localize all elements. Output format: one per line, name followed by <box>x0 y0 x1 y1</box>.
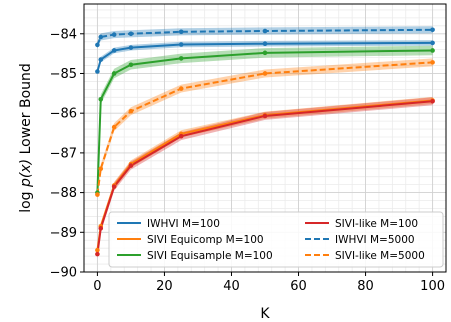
sivi-equisample-m-100-point <box>128 62 134 68</box>
y-tick-label: −89 <box>50 226 77 241</box>
iwhvi-m-5000-point <box>430 27 435 33</box>
sivi-like-m-100-point <box>111 184 117 189</box>
iwhvi-m-100-point <box>262 41 268 47</box>
legend-label-sivi-equisample-m-100: SIVI Equisample M=100 <box>147 250 273 262</box>
sivi-equisample-m-100-point <box>178 56 184 61</box>
x-tick-label: 20 <box>156 279 173 294</box>
legend-label-iwhvi-m-100: IWHVI M=100 <box>147 218 220 230</box>
legend-label-sivi-like-m-5000: SIVI-like M=5000 <box>335 250 425 262</box>
sivi-like-m-5000-point <box>98 166 104 172</box>
sivi-like-m-5000-point <box>178 86 184 91</box>
x-tick-label: 100 <box>420 279 445 294</box>
sivi-equisample-m-100-point <box>98 96 104 102</box>
iwhvi-m-5000-point <box>178 29 184 35</box>
y-tick-label: −84 <box>50 27 77 42</box>
iwhvi-m-5000-point <box>95 42 100 48</box>
axis-tick-labels: 0 20 40 60 80 100 −90 −89 −88 −87 −86 −85 −84 <box>50 27 445 294</box>
x-tick-label: 60 <box>290 279 307 294</box>
y-axis-label-prefix: log <box>18 187 34 213</box>
series-points <box>95 27 435 257</box>
x-tick-label: 40 <box>223 279 240 294</box>
iwhvi-m-100-point <box>95 69 100 74</box>
sivi-like-m-100-point <box>95 251 100 257</box>
iwhvi-m-100-point <box>178 42 184 47</box>
iwhvi-m-5000-point <box>98 34 104 40</box>
sivi-equicomp-m-100-point <box>95 247 100 253</box>
y-axis-label-math: p(x) <box>18 159 34 188</box>
sivi-like-m-100-point <box>430 98 435 104</box>
y-tick-label: −90 <box>50 266 77 281</box>
iwhvi-m-100-point <box>128 45 134 50</box>
sivi-like-m-5000-point <box>128 108 134 114</box>
x-tick-label: 0 <box>93 279 101 294</box>
sivi-like-m-5000-point <box>111 124 117 130</box>
sivi-like-m-100-point <box>262 113 268 119</box>
sivi-like-m-100-point <box>178 133 184 139</box>
sivi-equisample-m-100-point <box>262 50 268 56</box>
x-tick-label: 80 <box>357 279 374 294</box>
y-tick-label: −85 <box>50 67 77 82</box>
sivi-like-m-100-point <box>98 226 104 231</box>
iwhvi-m-100-point <box>111 48 117 53</box>
iwhvi-m-5000-point <box>111 32 117 37</box>
y-tick-label: −88 <box>50 186 77 201</box>
y-axis-label: log p(x) Lower Bound <box>18 63 34 213</box>
y-tick-label: −87 <box>50 146 77 161</box>
y-axis-label-suffix: Lower Bound <box>18 63 34 159</box>
iwhvi-m-5000-point <box>128 31 134 37</box>
sivi-equisample-m-100-point <box>111 71 117 76</box>
legend: IWHVI M=100 SIVI Equicomp M=100 SIVI Equis… <box>108 211 444 268</box>
iwhvi-m-100-point <box>98 57 104 62</box>
legend-label-sivi-equicomp-m-100: SIVI Equicomp M=100 <box>147 234 264 246</box>
legend-box <box>108 211 444 268</box>
plot-frame <box>83 3 447 273</box>
x-axis-label: K <box>260 306 270 322</box>
sivi-like-m-5000-point <box>430 60 435 65</box>
legend-label-sivi-like-m-100: SIVI-like M=100 <box>335 218 418 230</box>
axis-ticks <box>80 33 434 276</box>
sivi-equisample-m-100-band <box>97 45 433 198</box>
legend-label-iwhvi-m-5000: IWHVI M=5000 <box>335 234 415 246</box>
sivi-like-m-5000-point <box>95 192 100 197</box>
y-tick-label: −86 <box>50 107 77 122</box>
sivi-like-m-5000-point <box>262 71 268 76</box>
sivi-equisample-m-100-point <box>430 48 435 53</box>
sivi-like-m-100-point <box>128 163 134 168</box>
iwhvi-m-5000-point <box>262 28 268 34</box>
iwhvi-m-100-point <box>430 40 435 46</box>
